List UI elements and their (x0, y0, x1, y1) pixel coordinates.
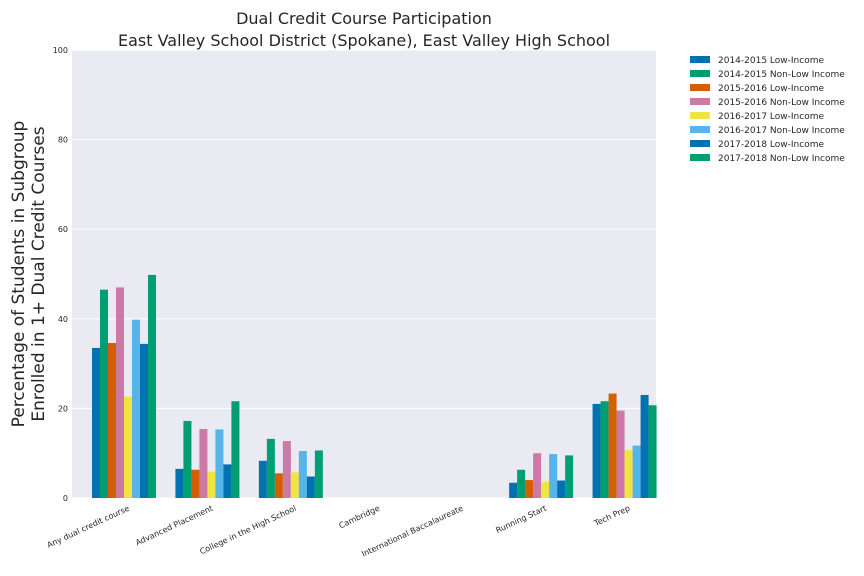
bar (231, 401, 240, 498)
y-axis-label: Percentage of Students in Subgroup Enrol… (9, 121, 49, 428)
bar (533, 453, 542, 498)
bar (298, 450, 307, 498)
bar (183, 420, 192, 498)
legend-swatch (690, 154, 710, 161)
bar (108, 342, 116, 498)
legend-swatch (690, 126, 710, 133)
bar (565, 455, 574, 498)
legend-swatch (690, 70, 710, 77)
y-axis-ticks: 0 20 40 60 80 100 (53, 46, 68, 503)
legend: 2014-2015 Low-Income 2014-2015 Non-Low In… (690, 56, 845, 164)
chart-title-line-1: Dual Credit Course Participation (236, 9, 492, 28)
bar (525, 480, 534, 498)
bar (616, 410, 625, 498)
bar (282, 441, 291, 498)
legend-swatch (690, 112, 710, 119)
bar (266, 438, 275, 498)
y-tick-label: 20 (58, 404, 68, 413)
y-axis-label-line-1: Percentage of Students in Subgroup (9, 121, 29, 428)
bar (648, 405, 657, 498)
legend-label: 2016-2017 Low-Income (718, 112, 824, 122)
bar (640, 394, 649, 498)
bar (100, 289, 108, 498)
legend-label: 2014-2015 Non-Low Income (718, 70, 845, 80)
bars (92, 274, 657, 498)
bar (92, 347, 100, 498)
bar (140, 343, 148, 498)
x-axis-ticks: Any dual credit course Advanced Placement… (46, 504, 632, 559)
bar (608, 393, 617, 498)
bar (600, 401, 609, 498)
bar (509, 482, 518, 498)
bar (274, 473, 283, 498)
bar (124, 396, 132, 498)
x-tick-label: Cambridge (337, 504, 381, 531)
legend-label: 2015-2016 Low-Income (718, 84, 824, 94)
legend-swatch (690, 98, 710, 105)
bar (541, 481, 550, 498)
bar (215, 429, 224, 498)
legend-swatch (690, 84, 710, 91)
chart-title-line-2: East Valley School District (Spokane), E… (118, 31, 610, 50)
legend-label: 2016-2017 Non-Low Income (718, 126, 845, 136)
bar (306, 476, 315, 498)
bar (148, 274, 156, 498)
bar (290, 472, 299, 498)
bar (175, 468, 184, 498)
legend-label: 2017-2018 Non-Low Income (718, 154, 845, 164)
bar (557, 480, 566, 498)
x-tick-label: Any dual credit course (46, 504, 131, 550)
y-tick-label: 80 (58, 136, 68, 145)
x-tick-label: Tech Prep (592, 504, 631, 529)
bar (191, 469, 200, 498)
plot-area (72, 50, 656, 498)
y-tick-label: 0 (63, 494, 68, 503)
legend-swatch (690, 56, 710, 63)
y-axis-label-line-2: Enrolled in 1+ Dual Credit Courses (29, 126, 49, 421)
legend-label: 2014-2015 Low-Income (718, 56, 824, 66)
bar (592, 403, 601, 498)
x-tick-label: Running Start (494, 504, 548, 535)
bar (207, 471, 216, 498)
bar (116, 287, 124, 498)
bar (624, 450, 633, 498)
legend-label: 2017-2018 Low-Income (718, 140, 824, 150)
bar (549, 454, 558, 498)
y-tick-label: 100 (53, 46, 68, 55)
y-tick-label: 40 (58, 315, 68, 324)
y-tick-label: 60 (58, 225, 68, 234)
legend-swatch (690, 140, 710, 147)
bar (314, 450, 323, 498)
bar (223, 464, 232, 498)
bar (258, 460, 267, 498)
bar (517, 469, 526, 498)
bar (632, 445, 641, 498)
bar (132, 319, 140, 498)
bar (199, 429, 208, 498)
legend-label: 2015-2016 Non-Low Income (718, 98, 845, 108)
x-tick-label: Advanced Placement (134, 504, 214, 548)
